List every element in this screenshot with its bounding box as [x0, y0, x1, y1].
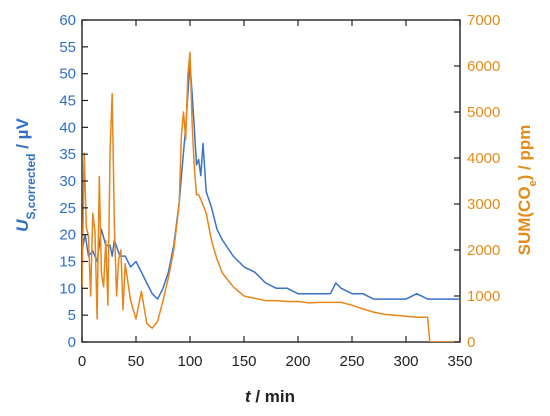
series-layer	[82, 51, 460, 342]
y-left-tick-label: 60	[59, 12, 76, 29]
y-left-symbol: U	[13, 219, 32, 232]
y-right-tick-label: 1000	[467, 288, 500, 305]
x-tick-label: 250	[339, 353, 364, 370]
y-right-subscript: e	[527, 180, 539, 186]
y-right-tick-label: 2000	[467, 242, 500, 259]
y-left-tick-label: 45	[59, 93, 76, 110]
x-tick-label: 100	[177, 353, 202, 370]
y-left-tick-label: 50	[59, 66, 76, 83]
y-right-tick-label: 3000	[467, 196, 500, 213]
y-left-tick-label: 5	[68, 307, 76, 324]
y-left-tick-label: 40	[59, 119, 76, 136]
y-right-tick-label: 5000	[467, 104, 500, 121]
ticks-layer: 0 50 100 150 200 250 300 350 0 5 10 15 20 25 30 35 40 45 5…	[59, 12, 500, 370]
x-tick-label: 50	[128, 353, 145, 370]
y-left-tick-label: 15	[59, 254, 76, 271]
x-tick-label: 200	[285, 353, 310, 370]
y-left-tick-label: 55	[59, 39, 76, 56]
y-right-prefix: SUM(CO	[515, 186, 534, 255]
y-left-unit: / µV	[13, 118, 32, 154]
y-right-suffix: ) / ppm	[515, 125, 534, 181]
x-axis-symbol: t	[245, 387, 252, 406]
y-left-tick-label: 25	[59, 200, 76, 217]
x-tick-label: 300	[393, 353, 418, 370]
y-left-subscript: S,corrected	[24, 154, 38, 220]
y-left-tick-label: 20	[59, 227, 76, 244]
x-axis-title: t / min	[245, 387, 295, 406]
series-line-left	[82, 62, 460, 300]
y-right-tick-label: 0	[467, 334, 475, 351]
y-left-tick-label: 10	[59, 280, 76, 297]
y-right-tick-label: 7000	[467, 12, 500, 29]
y-right-axis-title: SUM(COe) / ppm	[515, 125, 539, 256]
x-tick-label: 150	[231, 353, 256, 370]
y-right-tick-label: 6000	[467, 58, 500, 75]
x-tick-label: 0	[78, 353, 86, 370]
series-line-right	[82, 51, 460, 342]
plot-frame	[81, 19, 461, 343]
y-left-tick-label: 30	[59, 173, 76, 190]
plot-border	[81, 19, 461, 343]
y-left-tick-label: 0	[68, 334, 76, 351]
y-right-tick-label: 4000	[467, 150, 500, 167]
x-tick-label: 350	[447, 353, 472, 370]
y-left-tick-label: 35	[59, 146, 76, 163]
y-left-axis-title: US,corrected / µV	[13, 118, 38, 232]
x-axis-unit: / min	[251, 387, 295, 406]
